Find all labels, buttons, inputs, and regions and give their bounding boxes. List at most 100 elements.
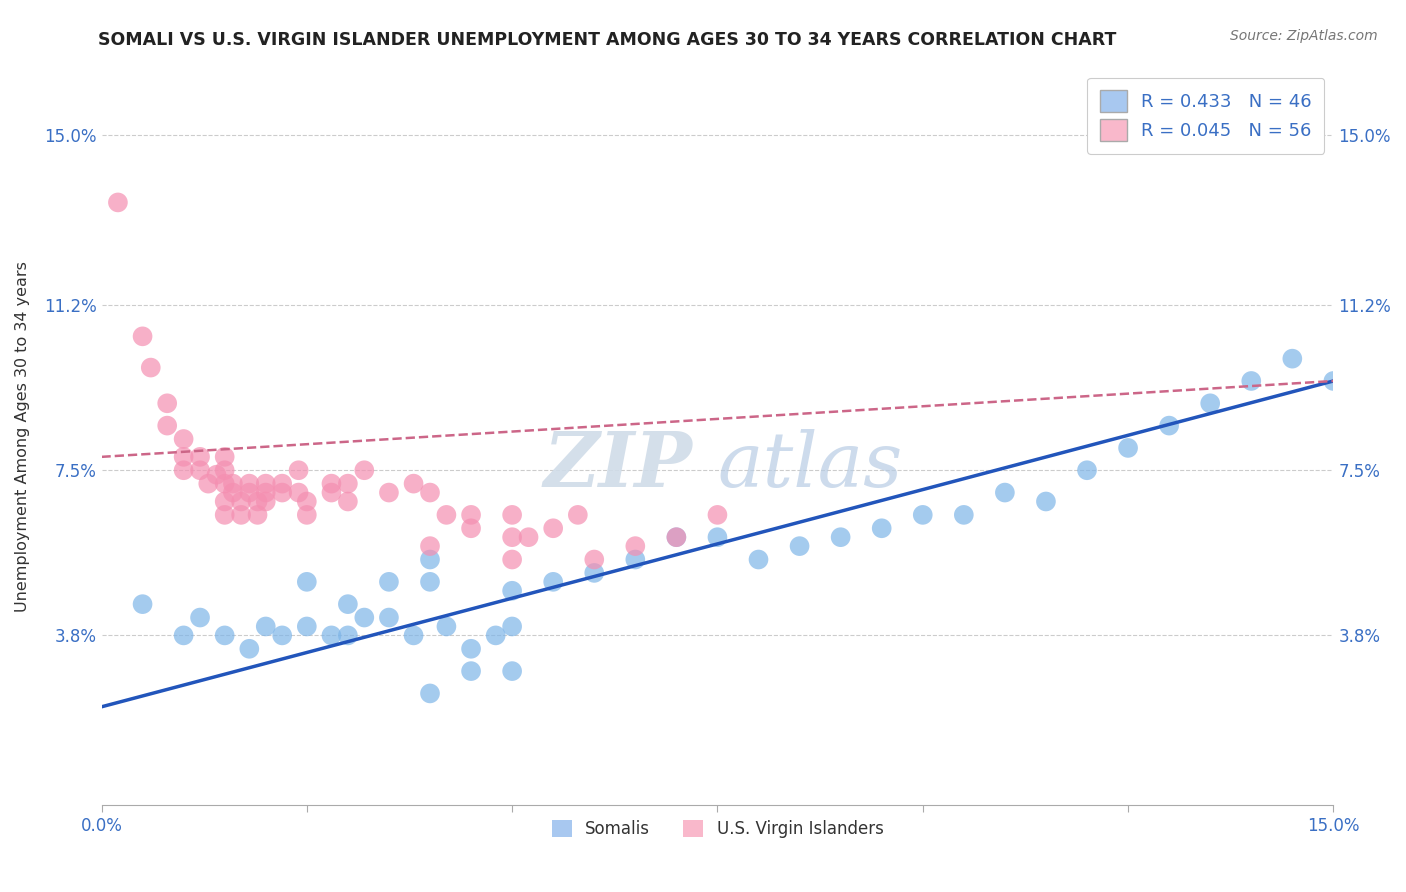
- Point: [1076, 463, 1098, 477]
- Point: [1199, 396, 1222, 410]
- Point: [501, 664, 523, 678]
- Point: [336, 597, 359, 611]
- Point: [156, 396, 179, 410]
- Point: [295, 574, 318, 589]
- Point: [419, 539, 441, 553]
- Point: [287, 463, 309, 477]
- Point: [870, 521, 893, 535]
- Point: [378, 574, 401, 589]
- Point: [378, 610, 401, 624]
- Point: [131, 597, 153, 611]
- Point: [402, 476, 425, 491]
- Point: [1116, 441, 1139, 455]
- Point: [173, 450, 195, 464]
- Point: [436, 619, 458, 633]
- Point: [205, 467, 228, 482]
- Point: [173, 432, 195, 446]
- Point: [214, 476, 236, 491]
- Point: [131, 329, 153, 343]
- Point: [353, 463, 375, 477]
- Point: [287, 485, 309, 500]
- Point: [501, 508, 523, 522]
- Point: [254, 494, 277, 508]
- Point: [353, 610, 375, 624]
- Point: [197, 476, 219, 491]
- Point: [830, 530, 852, 544]
- Point: [229, 494, 252, 508]
- Point: [1035, 494, 1057, 508]
- Point: [188, 450, 211, 464]
- Point: [541, 574, 564, 589]
- Point: [238, 641, 260, 656]
- Point: [254, 619, 277, 633]
- Point: [336, 476, 359, 491]
- Point: [336, 628, 359, 642]
- Point: [222, 476, 245, 491]
- Point: [321, 476, 343, 491]
- Point: [501, 619, 523, 633]
- Point: [238, 476, 260, 491]
- Point: [238, 485, 260, 500]
- Point: [419, 686, 441, 700]
- Point: [665, 530, 688, 544]
- Point: [706, 508, 728, 522]
- Point: [1322, 374, 1344, 388]
- Point: [624, 539, 647, 553]
- Point: [188, 610, 211, 624]
- Point: [229, 508, 252, 522]
- Point: [254, 485, 277, 500]
- Point: [419, 552, 441, 566]
- Legend: Somalis, U.S. Virgin Islanders: Somalis, U.S. Virgin Islanders: [546, 813, 890, 845]
- Point: [1281, 351, 1303, 366]
- Point: [295, 494, 318, 508]
- Point: [107, 195, 129, 210]
- Point: [501, 530, 523, 544]
- Point: [173, 628, 195, 642]
- Point: [295, 508, 318, 522]
- Text: ZIP: ZIP: [544, 429, 693, 503]
- Point: [173, 463, 195, 477]
- Point: [246, 508, 269, 522]
- Point: [156, 418, 179, 433]
- Point: [665, 530, 688, 544]
- Point: [214, 508, 236, 522]
- Y-axis label: Unemployment Among Ages 30 to 34 years: Unemployment Among Ages 30 to 34 years: [15, 261, 30, 612]
- Point: [485, 628, 508, 642]
- Point: [419, 574, 441, 589]
- Point: [214, 494, 236, 508]
- Point: [460, 641, 482, 656]
- Point: [271, 485, 294, 500]
- Point: [501, 552, 523, 566]
- Point: [214, 450, 236, 464]
- Point: [583, 552, 606, 566]
- Point: [271, 628, 294, 642]
- Point: [214, 463, 236, 477]
- Point: [188, 463, 211, 477]
- Point: [1159, 418, 1181, 433]
- Point: [436, 508, 458, 522]
- Point: [139, 360, 162, 375]
- Point: [953, 508, 976, 522]
- Point: [271, 476, 294, 491]
- Text: atlas: atlas: [717, 429, 903, 503]
- Point: [321, 628, 343, 642]
- Point: [460, 664, 482, 678]
- Point: [541, 521, 564, 535]
- Point: [624, 552, 647, 566]
- Point: [402, 628, 425, 642]
- Point: [501, 583, 523, 598]
- Text: SOMALI VS U.S. VIRGIN ISLANDER UNEMPLOYMENT AMONG AGES 30 TO 34 YEARS CORRELATIO: SOMALI VS U.S. VIRGIN ISLANDER UNEMPLOYM…: [98, 31, 1116, 49]
- Point: [789, 539, 811, 553]
- Point: [583, 566, 606, 580]
- Point: [321, 485, 343, 500]
- Point: [246, 494, 269, 508]
- Point: [254, 476, 277, 491]
- Point: [460, 521, 482, 535]
- Point: [747, 552, 769, 566]
- Point: [378, 485, 401, 500]
- Point: [706, 530, 728, 544]
- Point: [460, 508, 482, 522]
- Point: [419, 485, 441, 500]
- Point: [1240, 374, 1263, 388]
- Point: [336, 494, 359, 508]
